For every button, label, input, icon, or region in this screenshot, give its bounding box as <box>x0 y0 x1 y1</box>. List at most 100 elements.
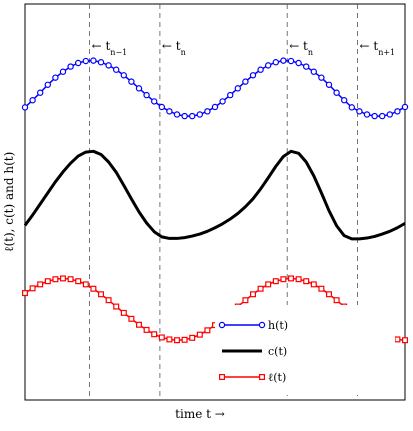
h-t-point <box>52 74 59 81</box>
series-layer <box>21 57 409 344</box>
h-t-point <box>333 89 340 96</box>
t-point <box>143 326 150 333</box>
h-t-point <box>265 62 272 69</box>
h-t-point <box>112 66 120 73</box>
t-point <box>394 336 401 343</box>
t-point <box>120 309 127 316</box>
x-axis-label: time t → <box>175 407 225 421</box>
h-t-point <box>67 63 74 70</box>
time-marker-label: ← tn <box>289 39 313 57</box>
legend-marker <box>219 374 226 381</box>
h-t-point <box>287 57 295 65</box>
t-point <box>29 285 36 292</box>
t-point <box>326 291 333 298</box>
h-t-point <box>386 111 393 118</box>
t-point <box>151 331 158 338</box>
h-t-point <box>181 112 188 120</box>
t-point <box>113 303 120 310</box>
h-t-point <box>128 78 135 85</box>
t-point <box>257 285 264 292</box>
t-point <box>333 297 340 304</box>
t-point <box>22 290 29 297</box>
h-t-point <box>158 103 165 111</box>
t-point <box>181 336 188 343</box>
time-marker-label: ← tn+1 <box>360 39 396 57</box>
legend: h(t) c(t) ℓ(t) <box>215 305 395 395</box>
h-t-point <box>211 103 219 111</box>
legend-marker <box>258 321 266 329</box>
t-point <box>136 321 143 328</box>
t-point <box>265 281 272 288</box>
t-point <box>174 337 181 344</box>
time-marker-labels: ← tn−1 ← tn ← tn ← tn+1 <box>92 39 396 57</box>
h-t-point <box>272 59 279 66</box>
legend-marker <box>259 374 266 381</box>
h-t-point <box>257 66 264 73</box>
t-point <box>90 285 97 292</box>
legend-label-t: ℓ(t) <box>268 371 286 384</box>
legend-label-c-t: c(t) <box>268 345 287 358</box>
plot-frame <box>24 3 406 401</box>
h-t-point <box>379 112 386 120</box>
h-t-point <box>249 72 257 79</box>
h-t-point <box>401 103 409 111</box>
h-t-point <box>363 111 371 118</box>
time-marker-guides <box>89 4 358 400</box>
h-t-point <box>318 74 325 81</box>
t-point <box>105 297 112 304</box>
t-point <box>280 276 287 283</box>
t-point <box>196 331 203 338</box>
h-t-point <box>356 108 363 115</box>
h-t-point <box>303 63 310 70</box>
h-t-point <box>394 108 401 115</box>
h-t-point <box>196 111 203 118</box>
t-point <box>250 291 257 298</box>
t-point <box>402 337 409 344</box>
t-point <box>59 275 66 282</box>
h-t-point <box>341 97 348 104</box>
c-t-line <box>23 149 406 241</box>
h-t-point <box>325 81 333 88</box>
t-point <box>242 297 249 304</box>
legend-label-h-t: h(t) <box>268 319 288 332</box>
t-point <box>166 336 173 343</box>
h-t-point <box>37 89 44 96</box>
h-t-point <box>105 62 112 69</box>
time-marker-label: ← tn−1 <box>92 39 128 57</box>
h-t-point <box>44 81 52 88</box>
h-t-point <box>135 85 143 92</box>
series-c-t <box>23 149 406 241</box>
h-t-point <box>166 108 173 115</box>
h-t-point <box>310 68 317 75</box>
h-t-point <box>150 98 158 105</box>
h-t-point <box>74 59 82 67</box>
h-t-point <box>280 57 287 64</box>
h-t-point <box>173 111 181 118</box>
h-t-point <box>242 78 249 85</box>
t-point <box>303 278 310 285</box>
t-point <box>44 278 51 285</box>
h-t-point <box>21 104 29 111</box>
series-h-t <box>21 57 409 120</box>
h-t-point <box>348 104 355 111</box>
t-point <box>82 281 89 288</box>
t-point <box>75 278 82 285</box>
h-t-point <box>295 59 302 67</box>
t-point <box>189 334 196 341</box>
h-t-point <box>188 112 196 120</box>
h-t-point <box>234 85 241 92</box>
t-point <box>272 278 279 285</box>
h-t-point <box>219 98 226 105</box>
t-point <box>318 285 325 292</box>
h-t-point <box>204 108 211 115</box>
t-point <box>295 276 302 283</box>
t-point <box>310 281 317 288</box>
h-t-point <box>29 97 36 104</box>
y-axis-label: ℓ(t), c(t) and h(t) <box>2 152 16 253</box>
h-t-point <box>90 57 97 64</box>
h-t-point <box>371 112 378 120</box>
h-t-point <box>82 57 90 65</box>
t-point <box>67 276 74 283</box>
h-t-point <box>226 91 234 99</box>
